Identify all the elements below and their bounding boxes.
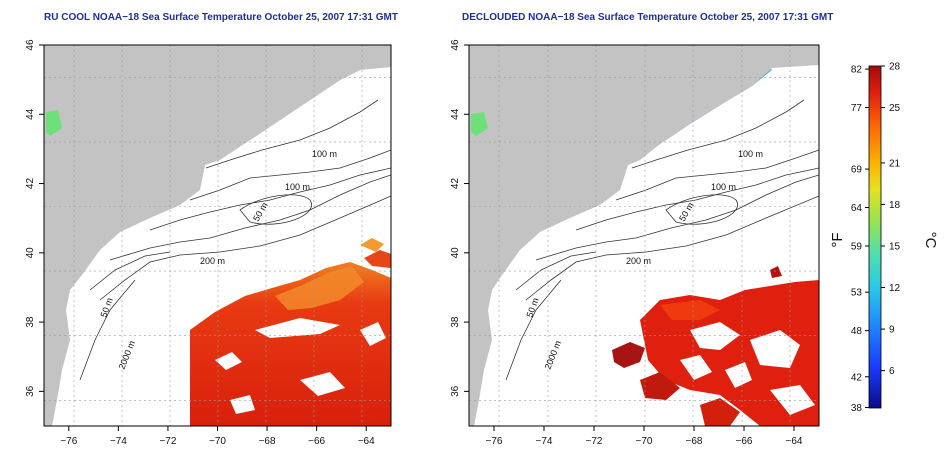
lon-label-right-5: −66: [736, 436, 753, 447]
fahrenheit-label-4: 59: [851, 242, 863, 253]
celsius-label-1: 25: [889, 103, 901, 114]
celsius-label-4: 15: [889, 242, 901, 253]
lat-label-left-3: 40: [25, 247, 36, 259]
lon-label-right-4: −68: [686, 436, 703, 447]
lat-label-left-2: 42: [25, 178, 36, 190]
lon-label-right-0: −76: [486, 436, 503, 447]
warm-water-eddy: [360, 238, 384, 252]
lon-label-right-3: −70: [636, 436, 653, 447]
contour-label-200m: 200 m: [200, 256, 225, 266]
fahrenheit-label-7: 42: [851, 372, 863, 383]
right-axis-ticks: 46 44 42 40 38 36 −76 −74 −72 −70 −68 −66 −64: [450, 39, 803, 447]
lat-label-right-4: 38: [450, 316, 461, 328]
colorbar-unit-celsius: °C: [922, 232, 939, 249]
fahrenheit-label-0: 82: [851, 65, 863, 76]
lon-label-left-5: −66: [308, 436, 325, 447]
contour-label-200m-right: 200 m: [626, 256, 651, 266]
left-map-panel: 100 m 100 m 50 m 200 m 50 m 2000 m 46444…: [25, 39, 392, 447]
colorbar-unit-fahrenheit: °F: [829, 232, 846, 247]
fahrenheit-label-6: 48: [851, 326, 863, 337]
fahrenheit-label-1: 77: [851, 103, 863, 114]
contour-label-100m-upper: 100 m: [312, 149, 337, 159]
lon-label-left-3: −70: [209, 436, 226, 447]
grid-lines-left: [44, 45, 391, 426]
lat-label-right-5: 36: [450, 385, 461, 397]
fahrenheit-label-8: 38: [851, 403, 863, 414]
contour-label-100m-upper-right: 100 m: [738, 149, 763, 159]
celsius-label-5: 12: [889, 283, 901, 294]
lat-label-left-4: 38: [25, 316, 36, 328]
small-cold-patch: [46, 110, 62, 136]
grid-lines-right: [469, 45, 819, 426]
colorbar-ticks: 28 25 21 18 15 12 9 6 82 77 69 64 59 53 48 42 38: [851, 62, 901, 415]
celsius-label-7: 6: [889, 366, 895, 377]
fahrenheit-label-2: 69: [851, 165, 863, 176]
lat-label-right-2: 42: [450, 178, 461, 190]
warm-water-edge: [275, 266, 364, 310]
contour-label-100m-lower: 100 m: [285, 182, 310, 192]
celsius-label-3: 18: [889, 200, 901, 211]
declouded-white-gaps: [680, 322, 815, 415]
lon-label-right-1: −74: [536, 436, 553, 447]
warm-water-eddy-east: [364, 250, 391, 268]
lat-label-left-1: 44: [25, 108, 36, 120]
small-cold-patch-right: [471, 112, 488, 136]
bathymetry-contours-right: [505, 99, 819, 381]
celsius-label-2: 21: [889, 158, 901, 169]
lon-label-left-4: −68: [259, 436, 276, 447]
lat-label-right-3: 40: [450, 247, 461, 259]
lon-label-left-1: −74: [110, 436, 127, 447]
contour-label-100m-lower-right: 100 m: [711, 182, 736, 192]
lon-label-left-0: −76: [60, 436, 77, 447]
left-map-title: RU COOL NOAA−18 Sea Surface Temperature …: [44, 12, 398, 23]
lon-label-left-6: −64: [358, 436, 375, 447]
lon-label-right-6: −64: [786, 436, 803, 447]
cloud-gaps: [215, 318, 386, 414]
lat-label-right-1: 44: [450, 108, 461, 120]
bathymetry-contours: [79, 99, 391, 381]
right-map-panel: 100 m 100 m 50 m 200 m 50 m 2000 m 46444…: [450, 39, 820, 447]
celsius-label-0: 28: [889, 62, 901, 73]
colorbar: 28 25 21 18 15 12 9 6 82 77 69 64 59 53 48 42 38 °F °C: [829, 62, 939, 415]
right-map-title: DECLOUDED NOAA−18 Sea Surface Temperatur…: [462, 12, 834, 23]
lat-label-right-0: 46: [450, 39, 461, 51]
lat-label-left-0: 46: [25, 39, 36, 51]
fahrenheit-label-3: 64: [851, 203, 863, 214]
celsius-label-6: 9: [889, 325, 895, 336]
land-mass: [44, 45, 391, 426]
land-mass-right: [469, 45, 819, 426]
colorbar-gradient: [868, 65, 882, 409]
lon-label-left-2: −72: [159, 436, 176, 447]
left-axis-ticks: 46 44 42 40 38 36 −76 −74 −72 −70 −68 −66 −64: [25, 39, 375, 447]
fahrenheit-label-5: 53: [851, 288, 863, 299]
lat-label-left-5: 36: [25, 385, 36, 397]
lon-label-right-2: −72: [586, 436, 603, 447]
